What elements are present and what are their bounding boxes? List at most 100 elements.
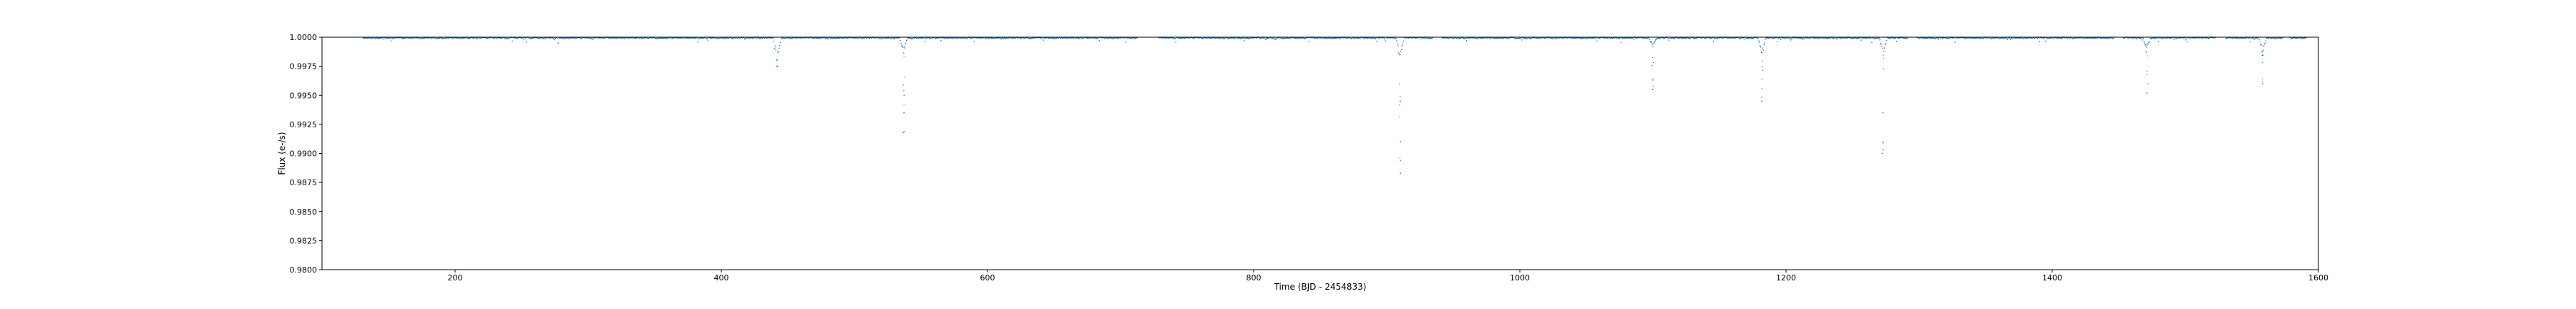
data-point xyxy=(1711,37,1712,39)
data-point xyxy=(1011,37,1013,39)
data-point xyxy=(1625,37,1626,39)
data-point xyxy=(2080,37,2082,39)
data-point xyxy=(1780,39,1782,41)
data-point xyxy=(636,37,638,39)
data-point xyxy=(927,37,928,39)
data-point xyxy=(1612,36,1614,39)
data-point xyxy=(1297,37,1299,39)
data-point xyxy=(1850,37,1852,39)
data-point xyxy=(1214,37,1216,39)
data-point xyxy=(1878,38,1879,39)
data-point xyxy=(377,37,379,39)
data-point xyxy=(855,37,857,39)
data-point xyxy=(1599,37,1601,39)
data-point xyxy=(1830,38,1831,39)
data-point xyxy=(527,36,529,39)
data-point xyxy=(1088,36,1090,39)
data-point xyxy=(1096,37,1098,39)
data-point xyxy=(834,37,835,39)
data-point xyxy=(1202,37,1204,39)
data-point xyxy=(2021,37,2022,39)
data-point xyxy=(1958,37,1960,39)
data-point xyxy=(903,52,904,54)
data-point xyxy=(1317,37,1319,39)
data-point xyxy=(2008,36,2009,39)
data-point xyxy=(2055,36,2057,39)
data-point xyxy=(424,37,426,39)
data-point xyxy=(1866,37,1868,39)
data-point xyxy=(1906,37,1908,39)
data-point xyxy=(429,37,431,39)
data-point xyxy=(1880,44,1882,46)
data-point xyxy=(1818,37,1820,39)
data-point xyxy=(731,37,733,39)
data-point xyxy=(1289,36,1291,39)
data-point xyxy=(2271,37,2273,39)
data-point xyxy=(1410,36,1413,39)
data-point xyxy=(1126,36,1127,39)
data-point xyxy=(1112,37,1113,39)
data-point xyxy=(1287,37,1289,39)
data-point xyxy=(391,37,394,39)
data-point xyxy=(1704,38,1707,39)
data-point xyxy=(1794,37,1795,39)
data-point xyxy=(2145,44,2147,46)
data-point xyxy=(972,36,975,39)
data-point xyxy=(2011,37,2012,39)
data-point xyxy=(692,37,693,39)
data-point xyxy=(924,38,927,39)
data-point xyxy=(1846,37,1848,39)
data-point xyxy=(1903,37,1906,39)
data-point xyxy=(1893,37,1895,39)
data-point xyxy=(635,37,637,39)
data-point xyxy=(1124,41,1126,43)
data-point xyxy=(1427,36,1428,39)
data-point xyxy=(382,37,384,39)
data-point xyxy=(435,37,436,39)
data-point xyxy=(812,37,814,39)
data-point xyxy=(553,39,555,41)
data-point xyxy=(2208,37,2210,39)
data-point xyxy=(829,36,831,39)
data-point xyxy=(1561,37,1563,39)
data-point xyxy=(694,37,696,39)
data-point xyxy=(1671,37,1672,39)
data-point xyxy=(1476,38,1478,39)
data-point xyxy=(1078,37,1080,39)
data-point xyxy=(1998,36,1999,39)
data-point xyxy=(1363,37,1365,39)
data-point xyxy=(1865,37,1867,39)
data-point xyxy=(1553,37,1555,39)
data-point xyxy=(778,51,779,53)
data-point xyxy=(1241,37,1243,39)
data-point xyxy=(872,36,874,39)
data-point xyxy=(1707,36,1708,39)
data-point xyxy=(378,37,379,39)
data-point xyxy=(1792,36,1793,39)
data-point xyxy=(1889,37,1890,39)
data-point xyxy=(1062,37,1063,39)
data-point xyxy=(673,37,675,39)
data-point xyxy=(1885,39,1888,41)
data-point xyxy=(1265,39,1267,41)
data-point xyxy=(870,36,872,39)
data-point xyxy=(1051,37,1053,39)
data-point xyxy=(1921,36,1923,39)
data-point xyxy=(1953,37,1955,39)
data-point xyxy=(2250,37,2252,39)
data-point xyxy=(1663,37,1664,39)
data-point xyxy=(2061,37,2062,39)
data-point xyxy=(1585,38,1586,39)
data-point xyxy=(2203,36,2205,39)
data-point xyxy=(1793,37,1795,39)
data-point xyxy=(1375,38,1376,39)
data-point xyxy=(1096,37,1098,39)
data-point xyxy=(1396,40,1397,41)
data-point xyxy=(1327,36,1329,39)
data-point xyxy=(1985,36,1986,39)
data-point xyxy=(1355,36,1356,39)
data-point xyxy=(1855,37,1858,39)
data-point xyxy=(1760,52,1762,53)
data-point xyxy=(1327,38,1328,39)
data-point xyxy=(1691,36,1692,39)
